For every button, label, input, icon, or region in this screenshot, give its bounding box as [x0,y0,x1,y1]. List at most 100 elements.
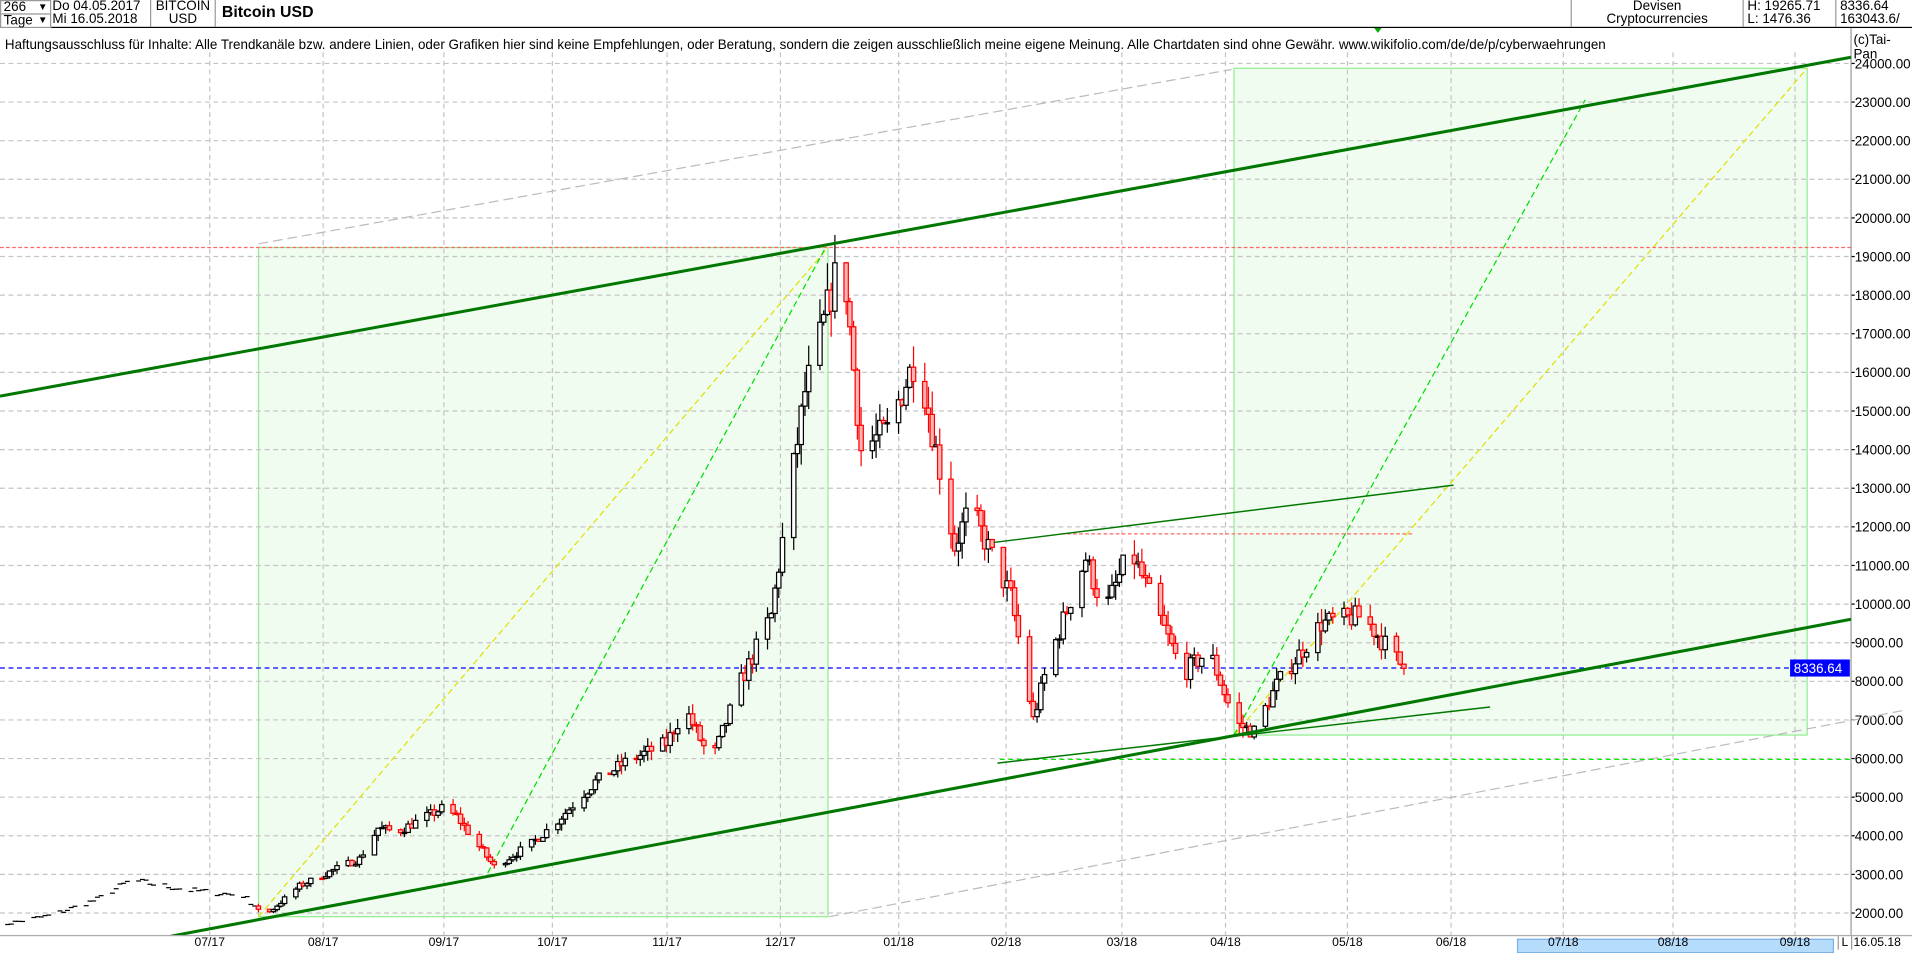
candle-up [352,863,359,867]
candle-up [727,704,733,725]
candle-up [588,789,595,795]
candle-up [281,896,288,905]
candle-up [585,793,591,799]
candle-down [858,424,864,452]
gray-dashed-line [829,710,1903,918]
candle-up [802,391,808,407]
candle-down [1401,663,1407,669]
candle-up [517,846,524,857]
period-dropdown[interactable]: Tage ▼ [0,13,52,29]
candle-up [772,587,778,615]
candle-down [850,326,857,371]
header-bar: 266 ▼ Tage ▼ Do 04.05.2017 Mi 16.05.2018 B… [0,0,1912,29]
low-value: L: 1476.36 [1747,12,1811,27]
x-tick-label: 03/18 [1106,936,1138,950]
y-tick-label: 24000.00 [1855,56,1911,71]
chart-title: Bitcoin USD [221,2,314,21]
candle-up [1038,682,1044,711]
candle-up [959,521,965,544]
y-tick-label: 10000.00 [1855,597,1911,612]
candle-up [1034,709,1040,718]
candle-up [895,399,902,424]
last-price-label: 8336.64 [1794,661,1843,676]
candle-up [869,440,876,452]
candle-up [798,405,805,446]
y-tick-label: 18000.00 [1855,288,1911,303]
candle-down [349,859,355,867]
candle-down [461,822,468,826]
candle-up [360,854,367,858]
candle-down [1142,575,1149,579]
candle-up [1187,657,1194,681]
period-value: Tage [3,13,33,29]
candle-down [1139,561,1145,577]
candle-up [581,796,587,809]
candle-down [1161,614,1168,626]
candle-down [1371,623,1377,637]
candle-down [981,525,988,550]
candle-up [304,882,310,887]
candle-up [435,811,441,816]
candle-down [1090,559,1097,590]
candle-down [1146,577,1153,585]
candle-up [963,507,969,523]
y-tick-label: 7000.00 [1855,713,1903,728]
symbol-line1: BITCOIN [155,0,211,14]
candle-up [884,422,891,425]
x-tick-label: 04/18 [1210,936,1241,950]
high-value: H: 19265.71 [1747,0,1821,14]
candle-down [1165,624,1171,635]
y-tick-label: 16000.00 [1855,365,1911,380]
y-tick-label: 4000.00 [1855,829,1903,844]
candle-up [528,838,535,848]
last-cell: 8336.64 163043.6/ [1836,0,1912,27]
y-tick-label: 9000.00 [1855,636,1903,651]
candle-up [375,827,382,837]
x-tick-label: 11/17 [652,936,682,950]
y-tick-label: 15000.00 [1855,404,1911,419]
candle-up [1273,678,1280,692]
candle-up [506,859,513,865]
x-tick-label: 07/18 [1548,936,1579,950]
candle-down [1169,633,1175,645]
candle-down [457,813,464,825]
candle-up [1079,570,1085,609]
x-tick-label: 08/17 [307,936,339,950]
candle-up [1052,639,1059,676]
green-dashed-line [487,249,825,874]
symbol-line2: USD [168,12,198,27]
candle-up [764,617,771,640]
candle-down [1367,616,1374,625]
candle-up [820,313,827,323]
candle-up [667,731,673,747]
candle-up [596,772,602,781]
candle-down [910,366,917,383]
y-tick-label: 19000.00 [1855,249,1911,264]
candle-up [817,321,823,366]
candle-up [1322,619,1329,632]
price-chart[interactable]: 24000.00 23000.00 22000.00 21000.00 20000.00… [0,28,1912,935]
y-tick-label: 20000.00 [1855,211,1911,226]
upper-triangle-line [993,484,1454,544]
candle-down [450,803,456,814]
high-low-cell: H: 19265.71 L: 1476.36 [1744,0,1837,27]
candle-up [1120,554,1126,576]
candle-up [794,443,801,455]
candle-up [1041,673,1048,684]
l-button[interactable]: L [1837,936,1853,950]
candle-down [465,824,471,836]
candle-up [308,877,314,885]
yellow-dashed-line [258,247,829,918]
x-tick-label: 08/18 [1657,936,1689,950]
x-tick-label: 09/17 [428,936,460,950]
candle-up [322,876,329,879]
candle-down [483,847,490,858]
y-tick-label: 3000.00 [1855,867,1903,882]
candle-down [1217,674,1224,686]
green-dashed-line [1233,99,1586,736]
candle-down [1329,612,1336,618]
candle-up [424,811,430,821]
candle-down [689,713,696,726]
candle-up [1116,573,1123,583]
candle-up [555,823,561,831]
